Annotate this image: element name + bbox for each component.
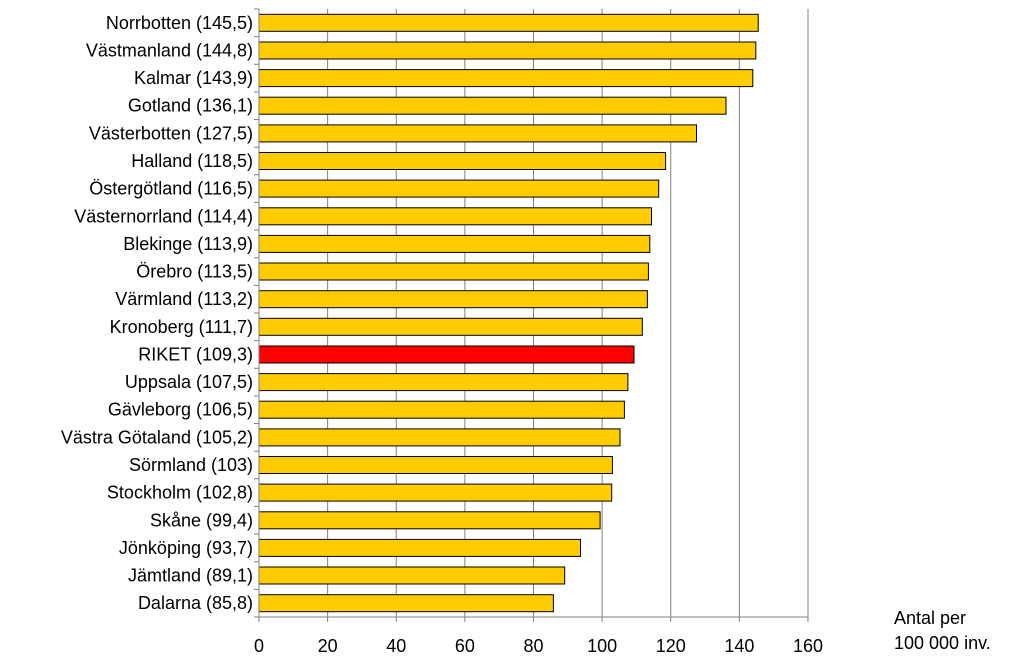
bar <box>258 483 613 502</box>
bar <box>258 234 651 253</box>
category-label: Västra Götaland (105,2) <box>61 427 253 447</box>
bar <box>258 456 613 474</box>
bars <box>258 13 759 613</box>
category-label: Västmanland (144,8) <box>86 41 253 61</box>
bar <box>258 428 621 447</box>
bar <box>258 594 554 613</box>
bar <box>258 317 643 336</box>
bar <box>258 207 652 226</box>
category-label: Jämtland (89,1) <box>128 566 253 586</box>
x-axis-title-line-1: Antal per <box>894 608 966 628</box>
bar <box>258 41 757 60</box>
x-tick-label: 100 <box>587 636 617 656</box>
bar <box>258 538 581 557</box>
bar <box>258 511 601 530</box>
x-tick-label: 160 <box>793 636 823 656</box>
bar <box>258 124 697 143</box>
bar <box>258 69 754 88</box>
bar <box>258 373 629 392</box>
x-tick-label: 80 <box>523 636 543 656</box>
category-label: Gävleborg (106,5) <box>108 400 253 420</box>
category-label: Kronoberg (111,7) <box>110 317 253 337</box>
axes <box>254 8 809 622</box>
x-tick-label: 140 <box>724 636 754 656</box>
category-label: Norrbotten (145,5) <box>106 13 253 33</box>
category-label: Kalmar (143,9) <box>134 68 253 88</box>
bar <box>258 96 727 115</box>
category-label: Uppsala (107,5) <box>125 372 253 392</box>
bar <box>258 290 648 309</box>
category-label: Blekinge (113,9) <box>123 234 253 254</box>
category-label: Värmland (113,2) <box>115 289 253 309</box>
category-label: Jönköping (93,7) <box>119 538 253 558</box>
bar <box>258 13 759 32</box>
bar-highlight <box>258 345 635 364</box>
x-tick-label: 0 <box>254 636 264 656</box>
bar <box>258 179 660 198</box>
bar <box>258 152 667 170</box>
category-labels: Norrbotten (145,5) Västmanland (144,8) Kal… <box>61 13 253 613</box>
bar <box>258 566 566 585</box>
x-tick-label: 40 <box>386 636 406 656</box>
category-label: Västernorrland (114,4) <box>74 206 253 226</box>
category-label: Gotland (136,1) <box>128 96 253 116</box>
category-label: Halland (118,5) <box>131 151 253 171</box>
category-label: Västerbotten (127,5) <box>89 123 253 143</box>
category-label: Skåne (99,4) <box>150 510 253 530</box>
bar <box>258 262 649 281</box>
category-label: Östergötland (116,5) <box>89 179 253 199</box>
x-tick-label: 120 <box>656 636 686 656</box>
category-label: RIKET (109,3) <box>138 345 253 365</box>
x-axis-title-line-2: 100 000 inv. <box>894 633 991 653</box>
bar <box>258 400 625 419</box>
category-label: Dalarna (85,8) <box>138 593 253 613</box>
category-label: Örebro (113,5) <box>136 262 253 282</box>
x-tick-labels: 0 20 40 60 80 100 120 140 160 <box>254 636 823 656</box>
x-tick-label: 20 <box>318 636 338 656</box>
category-label: Sörmland (103) <box>129 455 253 475</box>
category-label: Stockholm (102,8) <box>107 483 253 503</box>
x-tick-label: 60 <box>455 636 475 656</box>
